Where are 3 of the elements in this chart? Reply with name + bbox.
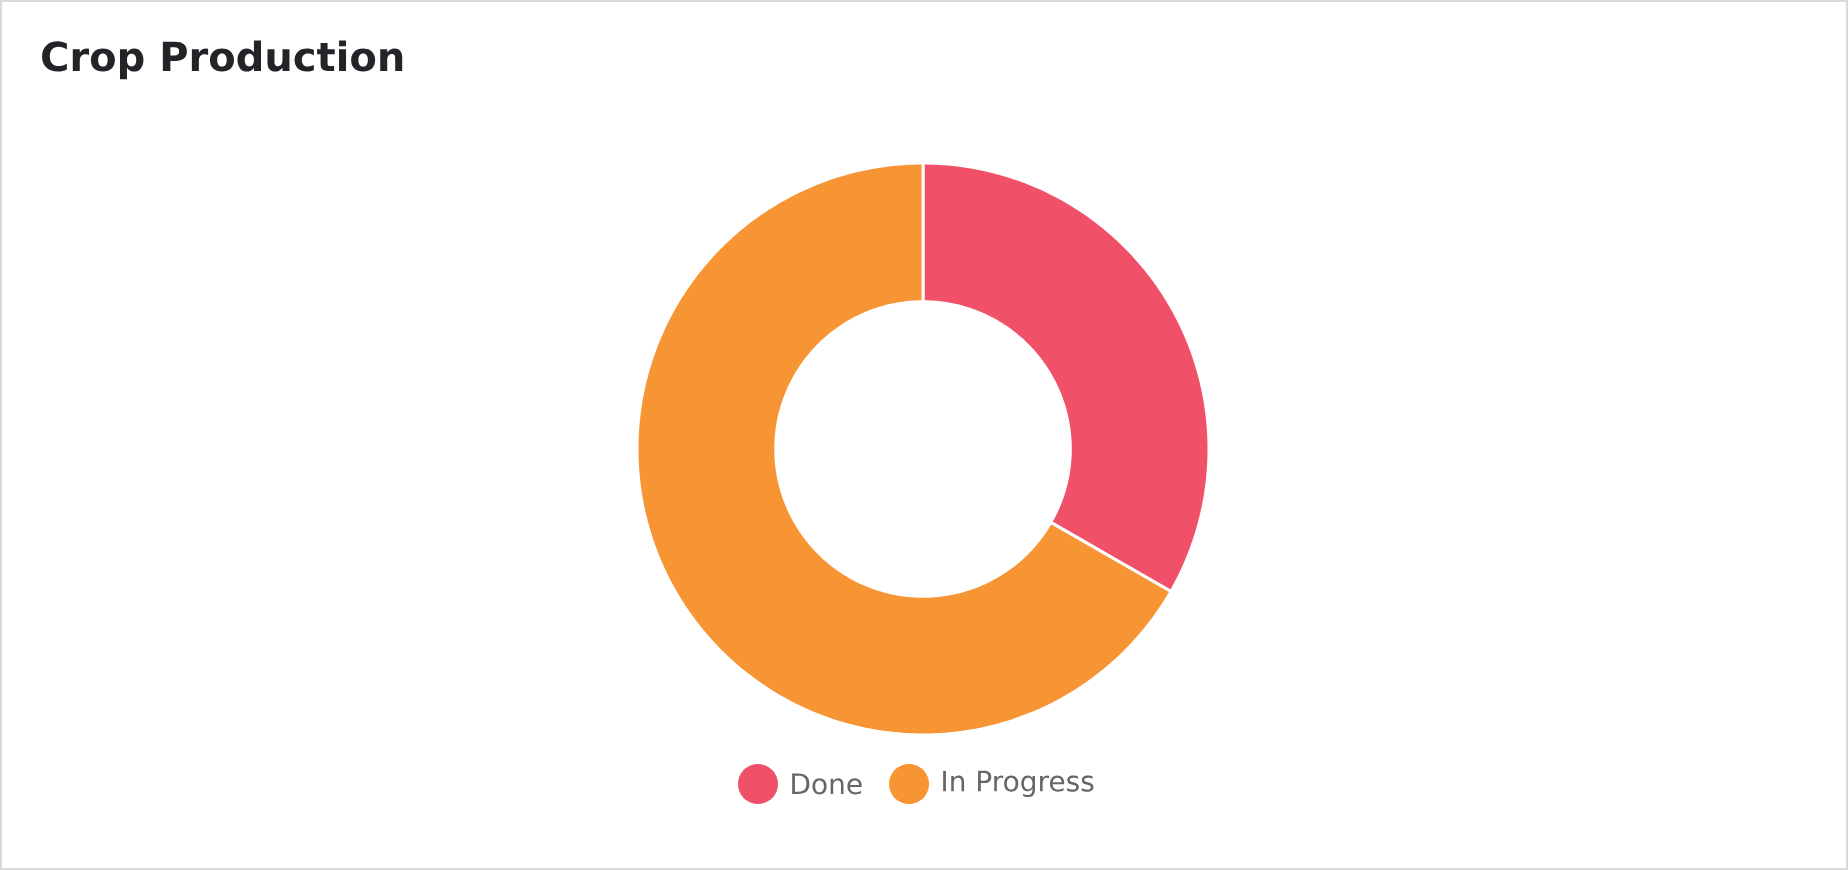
- text: Crop Production: [42, 40, 403, 80]
- legend-label: In Progress: [943, 770, 1094, 798]
- legend-label: Done: [792, 773, 862, 795]
